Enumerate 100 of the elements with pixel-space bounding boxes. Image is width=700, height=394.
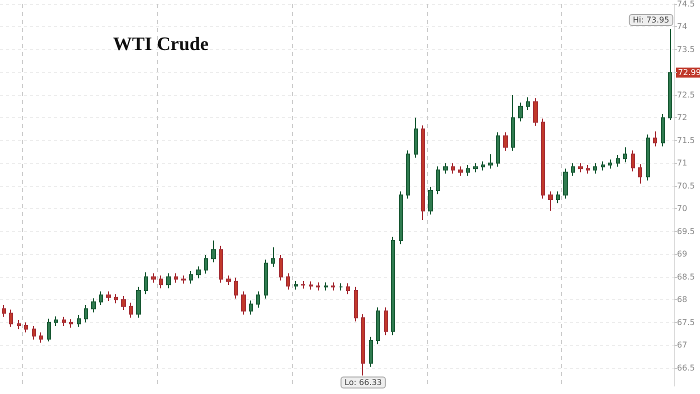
candlestick <box>488 154 493 170</box>
candlestick <box>106 290 111 302</box>
candlestick <box>226 274 231 286</box>
candlestick <box>638 164 642 184</box>
candlestick <box>196 266 201 279</box>
candlestick <box>2 304 6 318</box>
y-tick-label: 73.5 <box>677 44 695 54</box>
candlestick <box>189 270 193 284</box>
candlestick <box>526 96 530 110</box>
candlestick <box>436 166 440 195</box>
candlestick <box>428 186 433 216</box>
candlestick <box>533 98 538 126</box>
candlestick <box>166 272 171 289</box>
candlestick <box>211 240 216 263</box>
candlestick <box>481 160 485 171</box>
candlestick <box>249 300 253 316</box>
candlestick <box>578 162 583 173</box>
candlestick <box>406 150 410 200</box>
candlestick <box>264 259 268 300</box>
candlestick <box>181 274 186 284</box>
candlestick <box>421 124 425 221</box>
candlestick <box>279 254 283 281</box>
candlestick <box>54 316 58 326</box>
candlestick <box>473 162 478 173</box>
y-tick-label: 74.5 <box>677 0 695 8</box>
candlestick <box>69 318 73 328</box>
candlestick <box>623 146 627 163</box>
y-tick-label: 70 <box>677 204 688 214</box>
candlestick <box>84 304 88 323</box>
candlestick <box>646 134 650 181</box>
candlestick <box>361 314 365 376</box>
candlestick <box>661 114 665 147</box>
candlestick <box>369 336 373 368</box>
candlestick <box>503 132 508 152</box>
y-tick-label: 69.5 <box>677 226 695 236</box>
candlestick <box>159 274 163 289</box>
y-tick-label: 72.5 <box>677 90 695 100</box>
candlestick <box>586 164 590 174</box>
candlestick <box>24 322 28 333</box>
candlestick <box>39 332 43 344</box>
candlestick <box>241 290 246 316</box>
candlestick <box>324 282 328 291</box>
y-tick-label: 67 <box>677 340 688 350</box>
candlestick <box>451 162 455 174</box>
candlestick <box>301 280 305 290</box>
candlestick <box>593 162 597 174</box>
annotation: Hi: 73.95 <box>632 16 670 25</box>
candlestick <box>219 245 223 284</box>
candlestick <box>294 280 298 290</box>
candlestick <box>174 272 178 284</box>
y-tick-label: 68.5 <box>677 272 695 282</box>
candlestick <box>601 160 605 171</box>
candlestick <box>316 282 320 291</box>
candlestick <box>331 282 335 291</box>
candlestick <box>518 102 523 122</box>
candlestick <box>204 254 208 274</box>
y-tick-label: 67.5 <box>677 318 695 327</box>
candlestick <box>151 272 156 284</box>
candlestick <box>121 295 126 311</box>
candlestick <box>541 118 545 200</box>
candlestick <box>17 320 21 330</box>
candlestick <box>616 154 620 168</box>
candlestick <box>563 168 568 200</box>
y-tick-label: 66.5 <box>677 363 695 372</box>
candlestick <box>91 298 96 313</box>
candlestick <box>339 282 343 291</box>
candlestick <box>9 309 13 328</box>
y-tick-label: 72 <box>677 113 688 122</box>
y-tick-label: 74 <box>677 22 688 32</box>
candlestick <box>129 302 133 318</box>
candlestick <box>391 236 395 336</box>
annotation: Lo: 66.33 <box>344 378 382 388</box>
candlestick <box>414 117 418 158</box>
candlestick <box>114 294 118 304</box>
candlestick <box>62 316 66 326</box>
candlestick <box>77 314 81 328</box>
candlestick <box>458 166 463 176</box>
y-tick-label: 71 <box>677 158 688 168</box>
candlestick <box>286 272 290 290</box>
candlestick <box>136 286 141 318</box>
y-tick-label: 69 <box>677 250 688 259</box>
candlestick <box>354 286 358 322</box>
y-tick-label: 71.5 <box>677 136 695 145</box>
candlestick <box>346 282 350 295</box>
y-tick-label: 70.5 <box>677 181 695 190</box>
candlestick <box>47 318 51 342</box>
candlestick <box>99 290 103 306</box>
candlestick <box>256 290 260 308</box>
text: WTI Crude <box>113 34 209 55</box>
candlestick <box>399 190 403 245</box>
candlestick <box>234 277 238 300</box>
candlestick <box>443 162 448 174</box>
candlestick <box>271 246 275 268</box>
candlestick <box>571 162 575 176</box>
candlestick <box>309 280 313 290</box>
candlestick <box>384 306 388 336</box>
y-tick-label: 68 <box>677 295 688 304</box>
text: 72.99 <box>678 68 700 78</box>
candlestick <box>496 132 500 168</box>
candlestick <box>548 190 553 212</box>
